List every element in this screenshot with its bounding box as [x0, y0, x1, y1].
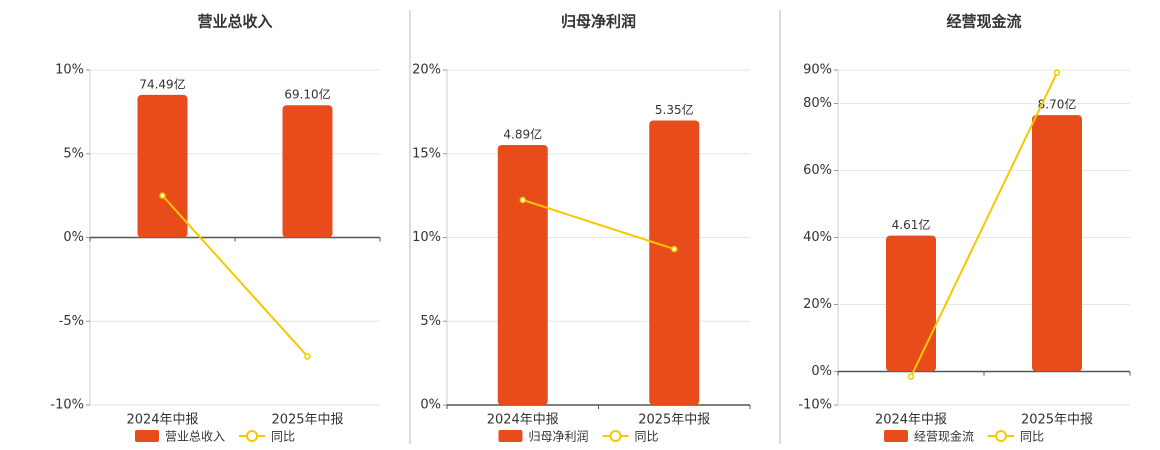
legend-label: 同比	[271, 430, 295, 444]
y-tick-label: 60%	[803, 163, 832, 178]
y-tick-label: -10%	[50, 398, 84, 413]
bar	[497, 144, 548, 405]
value-label: 4.89亿	[503, 126, 542, 141]
chart-title: 归母净利润	[561, 13, 636, 31]
x-tick-label: 2024年中报	[487, 413, 559, 428]
bar	[649, 120, 700, 406]
line-point	[671, 245, 678, 253]
chart-title: 经营现金流	[946, 13, 1021, 31]
y-tick-label: 80%	[803, 96, 832, 111]
legend-label: 营业总收入	[165, 430, 225, 444]
legend-label: 经营现金流	[914, 429, 974, 444]
value-label: 69.10亿	[284, 87, 330, 102]
y-tick-label: 15%	[412, 146, 441, 161]
x-tick-label: 2024年中报	[126, 413, 198, 428]
bar	[282, 105, 333, 238]
line	[522, 199, 675, 251]
line-point	[907, 373, 915, 380]
legend-swatch	[498, 430, 523, 442]
value-label: 8.70亿	[1038, 97, 1077, 112]
legend-marker	[246, 430, 259, 442]
y-tick-label: 20%	[412, 63, 441, 78]
legend-swatch	[135, 430, 159, 442]
x-tick-label: 2025年中报	[1021, 413, 1093, 428]
y-tick-label: 0%	[811, 364, 832, 379]
legend-marker	[609, 430, 622, 442]
value-label: 5.35亿	[655, 102, 694, 117]
bar	[137, 94, 188, 238]
chart-title: 营业总收入	[197, 13, 272, 31]
y-tick-label: 10%	[412, 230, 441, 245]
line-point	[519, 196, 526, 204]
legend-swatch	[884, 430, 908, 442]
line-point	[304, 353, 311, 360]
y-tick-label: 40%	[803, 230, 832, 245]
line-point	[1053, 69, 1061, 76]
legend-marker	[995, 430, 1008, 442]
value-label: 4.61亿	[892, 217, 931, 232]
y-tick-label: 90%	[803, 63, 832, 78]
x-tick-label: 2025年中报	[271, 413, 343, 428]
y-tick-label: -5%	[59, 314, 84, 329]
x-tick-label: 2024年中报	[875, 413, 947, 428]
y-tick-label: 0%	[420, 398, 441, 413]
y-tick-label: -10%	[798, 398, 832, 413]
y-tick-label: 5%	[63, 146, 84, 161]
y-tick-label: 0%	[63, 230, 84, 245]
line-point	[159, 192, 166, 199]
legend-label: 归母净利润	[529, 430, 589, 444]
y-tick-label: 10%	[55, 63, 84, 78]
y-tick-label: 20%	[803, 297, 832, 312]
line	[910, 72, 1058, 377]
legend-label: 同比	[635, 430, 659, 444]
y-tick-label: 5%	[420, 314, 441, 329]
x-tick-label: 2025年中报	[638, 413, 710, 428]
legend-label: 同比	[1020, 430, 1044, 444]
bar	[886, 235, 936, 372]
value-label: 74.49亿	[139, 76, 185, 91]
bar	[1032, 115, 1082, 372]
line	[161, 194, 309, 358]
